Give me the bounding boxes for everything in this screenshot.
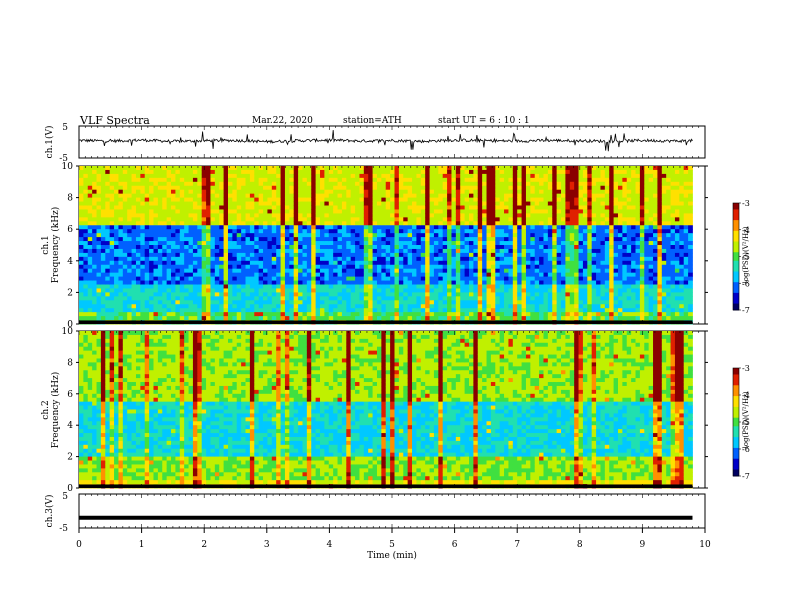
start-time-label: start UT = 6 : 10 : 1 (438, 116, 530, 126)
time-axis: 0 1 2 3 4 5 6 7 8 9 10 (76, 126, 711, 550)
ytick-label: 8 (67, 358, 73, 368)
colorbar-tick-label: -4 (742, 226, 750, 235)
xtick-label: 6 (452, 540, 458, 550)
ch1-waveform-ylabel: ch.1(V) (44, 126, 55, 159)
xtick-label: 1 (139, 540, 145, 550)
ch1-spectrogram-image (79, 166, 693, 325)
colorbar-tick-label: -6 (742, 445, 750, 454)
xtick-label: 3 (264, 540, 270, 550)
ch1-spectrogram-panel: 0 2 4 6 8 10 ch.1 Frequency (kHz) (41, 162, 708, 330)
colorbar-tick-label: -7 (742, 472, 750, 481)
ytick-label: 8 (67, 194, 73, 204)
figure-title: VLF Spectra (79, 114, 150, 127)
xtick-label: 7 (514, 540, 520, 550)
ch3-ytick-top: 5 (62, 492, 68, 502)
ch1-colorbar: -3 -4 -5 -6 -7 log(PSD)(V²/Hz) (732, 199, 750, 315)
ch2-frequency-ylabel: Frequency (kHz) (50, 372, 61, 449)
ch1-ytick-top: 5 (62, 123, 68, 133)
colorbar-tick-label: -7 (742, 306, 750, 315)
ytick-label: 0 (67, 320, 73, 330)
colorbar-tick-label: -3 (742, 199, 750, 208)
xtick-label: 10 (699, 540, 711, 550)
station-label: station=ATH (343, 116, 402, 126)
time-axis-label: Time (min) (367, 550, 417, 561)
ytick-label: 2 (67, 288, 73, 298)
ytick-label: 2 (67, 453, 73, 463)
ytick-label: 4 (67, 421, 73, 431)
ch2-colorbar-label: log(PSD)(V²/Hz) (742, 391, 750, 448)
ytick-label: 10 (62, 162, 74, 172)
xtick-label: 0 (76, 540, 82, 550)
colorbar-tick-label: -6 (742, 279, 750, 288)
colorbar-tick-label: -4 (742, 391, 750, 400)
ch2-spectrogram-panel: 0 2 4 6 8 10 ch.2 Frequency (kHz) (41, 327, 708, 494)
ch1-ytick-bottom: -5 (59, 154, 68, 164)
xtick-label: 8 (577, 540, 583, 550)
ch1-waveform-trace (79, 130, 693, 152)
ytick-label: 4 (67, 257, 73, 267)
ytick-label: 6 (67, 390, 73, 400)
ch2-channel-label: ch.2 (41, 400, 51, 419)
colorbar-tick-label: -3 (742, 364, 750, 373)
ch2-colorbar: -3 -4 -5 -6 -7 log(PSD)(V²/Hz) (732, 364, 750, 481)
ch1-channel-label: ch.1 (41, 235, 51, 254)
ch1-waveform-panel: 5 -5 ch.1(V) (44, 123, 706, 164)
ch3-waveform-panel: 5 -5 ch.3(V) (44, 492, 706, 534)
ytick-label: 10 (62, 327, 74, 337)
xtick-label: 5 (389, 540, 395, 550)
ch3-waveform-ylabel: ch.3(V) (44, 495, 55, 528)
colorbar-tick-label: -5 (742, 253, 750, 262)
ch1-colorbar-label: log(PSD)(V²/Hz) (742, 226, 750, 283)
ytick-label: 0 (67, 484, 73, 494)
xtick-label: 9 (640, 540, 646, 550)
ytick-label: 6 (67, 225, 73, 235)
ch1-waveform-line (79, 130, 693, 152)
colorbar-tick-label: -5 (742, 418, 750, 427)
ch2-spectrogram-image (79, 331, 693, 489)
date-label: Mar.22, 2020 (252, 116, 313, 126)
ch3-waveform-frame (78, 493, 706, 529)
ch1-frequency-ylabel: Frequency (kHz) (50, 207, 61, 284)
xtick-label: 2 (201, 540, 207, 550)
ch3-ytick-bottom: -5 (59, 524, 68, 534)
xtick-label: 4 (327, 540, 333, 550)
ch1-waveform-frame (78, 125, 706, 159)
